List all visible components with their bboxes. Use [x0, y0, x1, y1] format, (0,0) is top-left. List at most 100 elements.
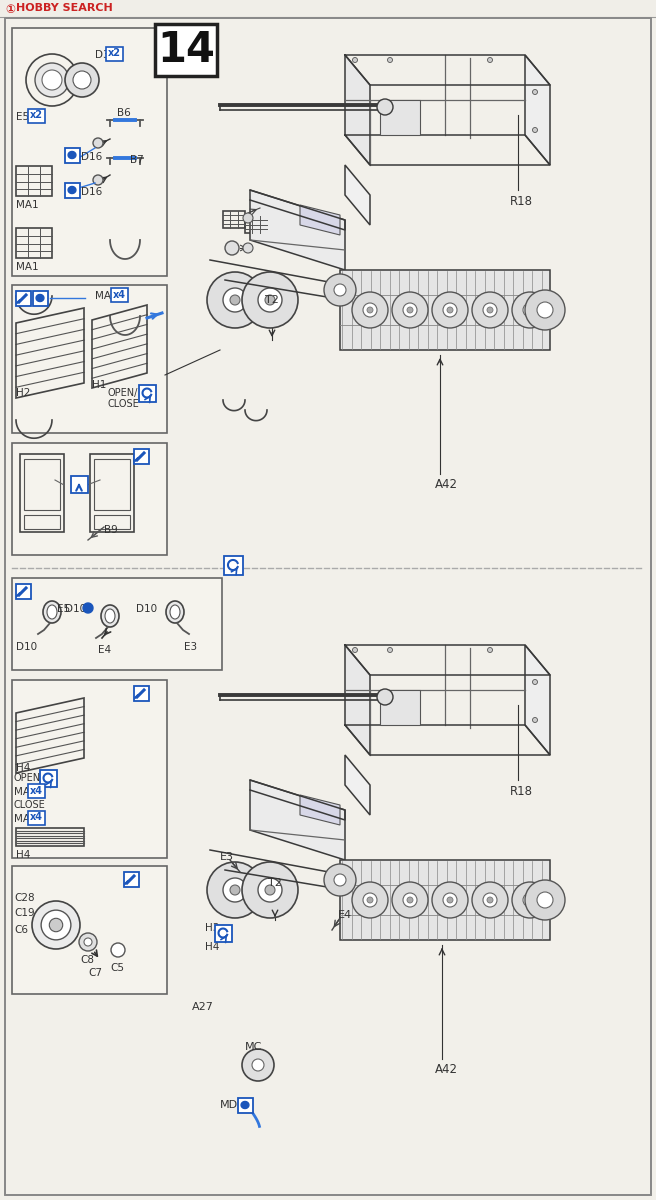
FancyBboxPatch shape — [28, 784, 45, 798]
Circle shape — [73, 71, 91, 89]
Polygon shape — [36, 294, 44, 301]
Circle shape — [93, 138, 103, 148]
Text: x4: x4 — [113, 289, 126, 300]
Text: E5: E5 — [57, 604, 70, 614]
Text: E3: E3 — [184, 642, 197, 652]
Polygon shape — [345, 646, 370, 755]
Polygon shape — [525, 55, 550, 164]
Circle shape — [242, 272, 298, 328]
Bar — [16, 828, 84, 846]
Circle shape — [367, 307, 373, 313]
Circle shape — [472, 292, 508, 328]
Circle shape — [388, 58, 392, 62]
Text: H2: H2 — [16, 388, 30, 398]
Text: D10: D10 — [136, 604, 157, 614]
Circle shape — [443, 893, 457, 907]
Text: MA5: MA5 — [14, 787, 37, 797]
Circle shape — [334, 284, 346, 296]
Bar — [223, 211, 245, 228]
Circle shape — [472, 882, 508, 918]
Polygon shape — [300, 205, 340, 235]
Text: H4: H4 — [205, 942, 219, 952]
Circle shape — [447, 307, 453, 313]
Text: CLOSE: CLOSE — [14, 800, 46, 810]
Bar — [155, 24, 217, 76]
Text: A27: A27 — [192, 1002, 214, 1012]
Text: B9: B9 — [104, 526, 117, 535]
FancyBboxPatch shape — [134, 685, 148, 701]
Bar — [0, 0, 656, 18]
Circle shape — [537, 892, 553, 908]
Circle shape — [111, 943, 125, 958]
FancyBboxPatch shape — [123, 871, 138, 887]
Text: T2: T2 — [265, 295, 279, 305]
Polygon shape — [83, 604, 93, 613]
FancyBboxPatch shape — [16, 583, 30, 599]
Circle shape — [512, 882, 548, 918]
Circle shape — [243, 214, 253, 223]
FancyBboxPatch shape — [64, 148, 79, 162]
Circle shape — [447, 898, 453, 902]
Circle shape — [265, 295, 275, 305]
Circle shape — [352, 292, 388, 328]
Circle shape — [403, 302, 417, 317]
Text: MD: MD — [220, 1100, 238, 1110]
Circle shape — [243, 242, 253, 253]
FancyBboxPatch shape — [39, 769, 56, 786]
Bar — [12, 578, 222, 670]
Circle shape — [487, 307, 493, 313]
Polygon shape — [241, 1102, 249, 1109]
Circle shape — [35, 62, 69, 97]
Text: A42: A42 — [435, 1063, 458, 1076]
Text: C19: C19 — [14, 908, 35, 918]
Text: B6: B6 — [117, 108, 131, 118]
Polygon shape — [68, 151, 76, 158]
Circle shape — [258, 878, 282, 902]
Circle shape — [324, 274, 356, 306]
Bar — [12, 443, 167, 554]
Text: A42: A42 — [435, 478, 458, 491]
Ellipse shape — [105, 608, 115, 623]
Bar — [245, 216, 267, 233]
Text: E5: E5 — [16, 112, 29, 122]
Circle shape — [79, 934, 97, 950]
Circle shape — [487, 648, 493, 653]
Text: H4: H4 — [16, 763, 30, 773]
Text: C28: C28 — [14, 893, 35, 902]
Circle shape — [483, 302, 497, 317]
Circle shape — [388, 648, 392, 653]
Text: HOBBY SEARCH: HOBBY SEARCH — [16, 2, 113, 13]
Polygon shape — [250, 780, 345, 860]
Text: E4: E4 — [338, 910, 352, 920]
Circle shape — [334, 874, 346, 886]
Polygon shape — [68, 186, 76, 193]
Polygon shape — [250, 190, 345, 270]
Circle shape — [223, 288, 247, 312]
Circle shape — [377, 98, 393, 115]
Text: x2: x2 — [108, 48, 121, 59]
Circle shape — [265, 886, 275, 895]
Bar — [94, 515, 130, 529]
Polygon shape — [345, 55, 370, 164]
Polygon shape — [345, 755, 370, 815]
Text: 14: 14 — [157, 29, 215, 71]
Text: x2: x2 — [30, 110, 43, 120]
Circle shape — [84, 938, 92, 946]
Circle shape — [487, 58, 493, 62]
Text: C8: C8 — [80, 955, 94, 965]
Circle shape — [324, 864, 356, 896]
Bar — [380, 100, 420, 134]
Circle shape — [533, 127, 537, 132]
Circle shape — [352, 882, 388, 918]
Bar — [24, 458, 60, 510]
Circle shape — [407, 898, 413, 902]
Circle shape — [207, 862, 263, 918]
Circle shape — [32, 901, 80, 949]
Ellipse shape — [101, 605, 119, 626]
FancyBboxPatch shape — [215, 924, 232, 942]
Bar — [20, 454, 64, 532]
Ellipse shape — [166, 601, 184, 623]
Text: D16: D16 — [81, 152, 102, 162]
Polygon shape — [525, 646, 550, 755]
Circle shape — [230, 295, 240, 305]
